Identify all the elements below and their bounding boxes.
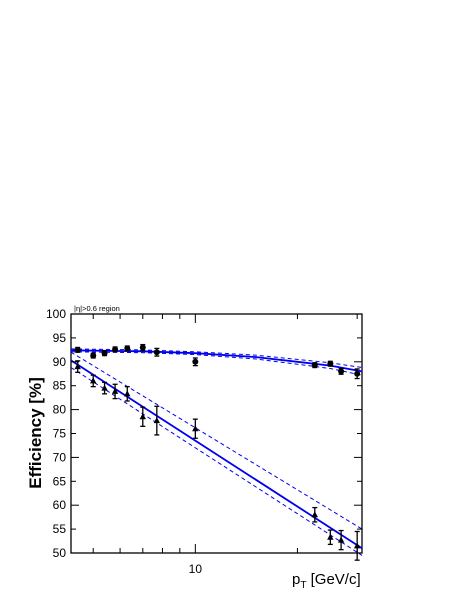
x-axis-title-main: p [292, 571, 300, 588]
y-tick-label: 70 [53, 450, 67, 464]
circle-series-point [139, 344, 146, 351]
triangle-series-point [124, 390, 131, 397]
triangle-series-band-lower [70, 367, 363, 556]
y-tick-label: 80 [53, 403, 67, 417]
triangle-series-point [101, 384, 108, 391]
circle-series-point [74, 346, 81, 353]
circle-series-point [153, 349, 160, 356]
x-axis-title-sub: T [300, 580, 306, 591]
triangle-series-point [337, 536, 345, 543]
y-tick-label: 50 [53, 546, 67, 560]
y-tick-label: 65 [53, 474, 67, 488]
data-points [74, 343, 361, 561]
circle-series-point [192, 358, 199, 365]
axis-ticks: 50 55 60 65 70 75 80 85 90 95 100 10 [46, 307, 362, 576]
circle-series-point [311, 362, 318, 369]
circle-series-fit-line [70, 349, 363, 373]
x-tick-label: 10 [189, 562, 203, 576]
triangle-series-point [192, 425, 199, 432]
triangle-series-point [90, 377, 97, 384]
fit-curves [70, 348, 363, 556]
circle-series-point [338, 368, 345, 375]
triangle-series-point [353, 542, 361, 549]
triangle-series-point [327, 533, 334, 540]
circle-series-point [327, 360, 334, 367]
y-tick-label: 85 [53, 379, 67, 393]
triangle-series-band-upper [70, 351, 363, 530]
triangle-series-point [74, 363, 81, 370]
x-axis-title: pT [GeV/c] [292, 571, 361, 591]
circle-series-point [101, 350, 108, 357]
triangle-series-point [311, 511, 318, 518]
circle-series-point [354, 370, 361, 377]
triangle-series-point [139, 413, 146, 420]
triangle-series-point [111, 387, 119, 394]
y-tick-label: 55 [53, 522, 67, 536]
y-tick-label: 60 [53, 498, 67, 512]
y-tick-label: 75 [53, 427, 67, 441]
circle-series-point [112, 346, 119, 353]
circle-series-band-lower [70, 351, 363, 376]
y-axis-title: Efficiency [%] [26, 377, 45, 488]
circle-series-point [90, 352, 97, 359]
circle-series-point [124, 345, 131, 352]
triangle-series-point [153, 417, 161, 424]
x-axis-title-units: [GeV/c] [311, 571, 361, 588]
y-tick-label: 100 [46, 307, 66, 321]
region-annotation: |η|>0.6 region [74, 304, 120, 313]
y-tick-label: 90 [53, 355, 67, 369]
y-tick-label: 95 [53, 331, 67, 345]
